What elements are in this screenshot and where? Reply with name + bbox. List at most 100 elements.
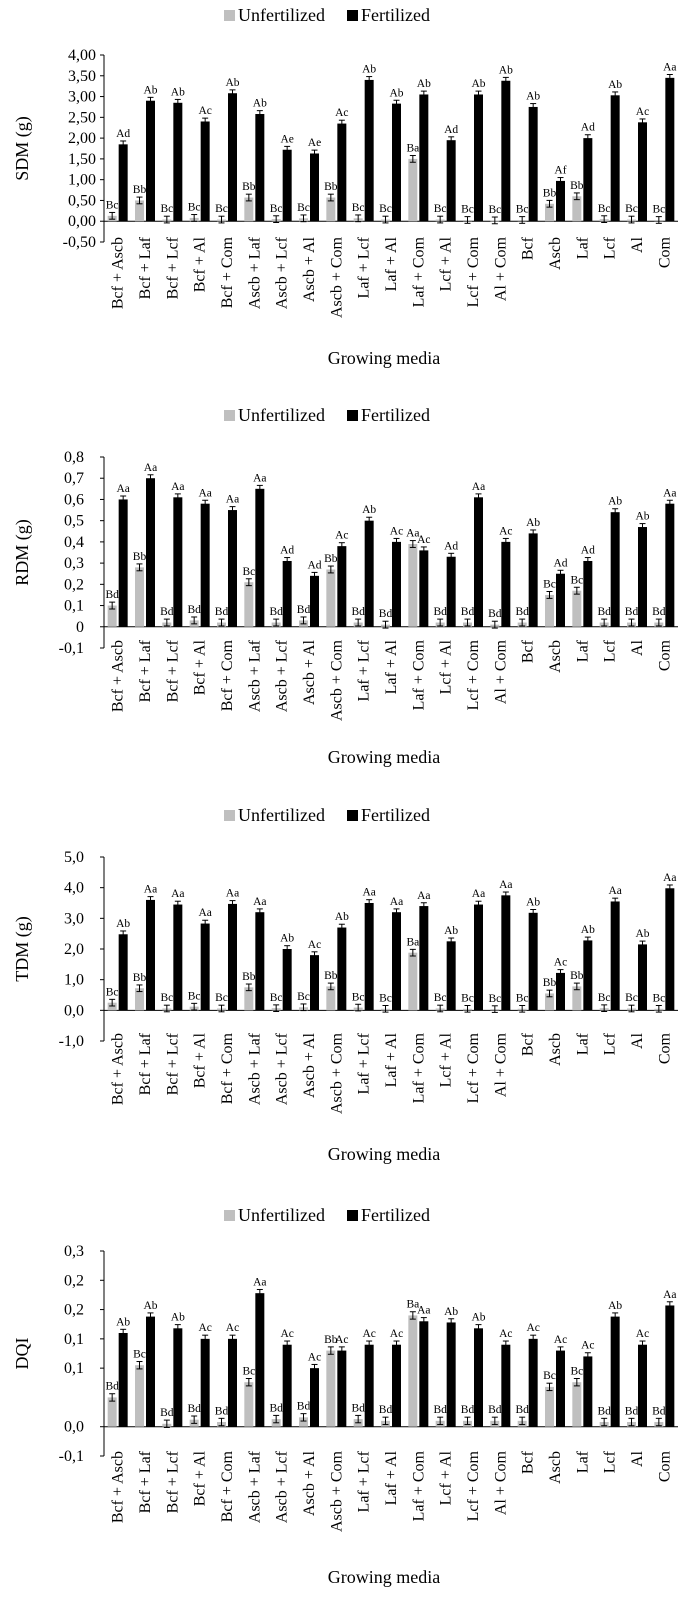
data-label: Bb bbox=[543, 187, 557, 199]
y-tick-label: -0,50 bbox=[63, 234, 96, 251]
chart-panel-tdmg: Unfertilized Fertilized 5,0 4,0 3,0 2,0 1,0 0,0… bbox=[12, 805, 678, 1164]
category-label: Bcf bbox=[520, 1032, 537, 1056]
bar-unfertilized-18 bbox=[572, 986, 582, 1011]
data-label: Bd bbox=[187, 604, 201, 616]
bar-fertilized-19 bbox=[610, 512, 620, 627]
y-tick-label: 0,1 bbox=[64, 1360, 84, 1377]
category-label: Ascb bbox=[547, 640, 564, 673]
chart-panel-rdmg: Unfertilized Fertilized 0,8 0,7 0,6 0,5 0,4 0,3… bbox=[12, 405, 678, 767]
data-label: Aa bbox=[226, 888, 239, 900]
bar-fertilized-6 bbox=[255, 114, 265, 222]
data-label: Bb bbox=[324, 970, 338, 982]
x-axis-title: Growing media bbox=[328, 1144, 440, 1164]
y-tick-label: 0,2 bbox=[64, 576, 84, 593]
bar-fertilized-13 bbox=[446, 556, 456, 627]
data-label: Ac bbox=[280, 1328, 293, 1340]
category-label: Lcf + Al bbox=[438, 1032, 455, 1087]
bar-fertilized-9 bbox=[337, 123, 347, 222]
category-label: Bcf + Laf bbox=[137, 1032, 154, 1095]
data-label: Bc bbox=[379, 203, 392, 215]
data-label: Ac bbox=[581, 1340, 594, 1352]
legend-swatch-fertilized bbox=[347, 1210, 358, 1221]
y-axis-title: RDM (g) bbox=[12, 519, 33, 586]
data-label: Aa bbox=[253, 1276, 266, 1288]
category-label: Bcf bbox=[520, 639, 537, 663]
bar-fertilized-10 bbox=[364, 520, 374, 627]
y-tick-label: 1,00 bbox=[68, 172, 96, 189]
legend-swatch-fertilized bbox=[347, 10, 358, 21]
category-label: Ascb + Laf bbox=[246, 1450, 263, 1523]
data-label: Bd bbox=[433, 606, 447, 618]
data-label: Bc bbox=[488, 204, 501, 216]
bar-fertilized-17 bbox=[556, 1350, 565, 1427]
legend-label-unfertilized: Unfertilized bbox=[238, 1205, 325, 1225]
category-label: Al bbox=[629, 1450, 646, 1467]
bar-fertilized-15 bbox=[501, 80, 511, 222]
data-label: Bc bbox=[652, 992, 665, 1004]
category-label: Lcf + Al bbox=[438, 1450, 455, 1505]
data-label: Aa bbox=[198, 907, 211, 919]
bar-fertilized-17 bbox=[556, 573, 565, 627]
y-tick-label: 3,00 bbox=[68, 89, 96, 106]
bar-fertilized-1 bbox=[118, 499, 128, 627]
legend-label-fertilized: Fertilized bbox=[361, 1205, 430, 1225]
data-label: Ab bbox=[499, 64, 513, 76]
data-label: Bc bbox=[160, 203, 173, 215]
category-label: Bcf + Ascb bbox=[110, 237, 127, 309]
data-label: Ba bbox=[406, 143, 419, 155]
bar-fertilized-20 bbox=[638, 1344, 647, 1427]
data-label: Bc bbox=[543, 1370, 556, 1382]
y-tick-label: -0,1 bbox=[59, 640, 84, 657]
data-label: Ab bbox=[526, 897, 540, 909]
category-label: Bcf + Lcf bbox=[164, 236, 181, 299]
legend-swatch-unfertilized bbox=[224, 810, 235, 821]
bar-fertilized-9 bbox=[337, 1350, 347, 1427]
category-label: Bcf bbox=[520, 1450, 537, 1474]
data-label: Ab bbox=[116, 1316, 130, 1328]
legend-label-fertilized: Fertilized bbox=[361, 805, 430, 825]
data-label: Ab bbox=[417, 78, 431, 90]
bar-unfertilized-1 bbox=[107, 1002, 117, 1011]
bar-unfertilized-6 bbox=[244, 987, 254, 1011]
bar-fertilized-16 bbox=[528, 912, 538, 1011]
category-label: Ascb + Al bbox=[301, 1450, 318, 1516]
category-label: Com bbox=[656, 1032, 673, 1064]
data-label: Bd bbox=[297, 1401, 311, 1413]
bar-fertilized-12 bbox=[419, 550, 429, 627]
category-label: Ascb + Com bbox=[328, 1450, 345, 1532]
bar-unfertilized-17 bbox=[545, 594, 554, 627]
legend-swatch-unfertilized bbox=[224, 10, 235, 21]
data-label: Aa bbox=[198, 487, 211, 499]
y-tick-label: 0,0 bbox=[64, 1419, 84, 1436]
data-label: Bc bbox=[270, 203, 283, 215]
data-label: Aa bbox=[253, 896, 266, 908]
bar-fertilized-8 bbox=[310, 153, 319, 222]
bar-fertilized-12 bbox=[419, 906, 429, 1011]
category-label: Bcf + Laf bbox=[137, 236, 154, 299]
bar-fertilized-4 bbox=[200, 1338, 210, 1427]
bar-fertilized-4 bbox=[200, 121, 210, 222]
category-label: Bcf + Laf bbox=[137, 639, 154, 702]
bar-fertilized-7 bbox=[282, 149, 292, 222]
legend-swatch-fertilized bbox=[347, 810, 358, 821]
bar-unfertilized-9 bbox=[326, 197, 336, 222]
category-label: Laf + Al bbox=[383, 1032, 400, 1087]
data-label: Bd bbox=[351, 1402, 365, 1414]
bar-fertilized-10 bbox=[364, 903, 374, 1011]
data-label: Bc bbox=[215, 992, 228, 1004]
data-label: Bc bbox=[516, 992, 529, 1004]
data-label: Bc bbox=[215, 203, 228, 215]
bar-fertilized-3 bbox=[173, 497, 183, 627]
bar-fertilized-7 bbox=[282, 560, 292, 627]
category-label: Al + Com bbox=[492, 1032, 509, 1097]
bar-unfertilized-2 bbox=[135, 1365, 144, 1427]
data-label: Ad bbox=[444, 124, 458, 136]
data-label: Ab bbox=[116, 918, 130, 930]
category-label: Laf + Com bbox=[410, 1450, 427, 1521]
category-label: Laf + Com bbox=[410, 236, 427, 307]
data-label: Ad bbox=[280, 545, 294, 557]
bar-fertilized-7 bbox=[282, 949, 292, 1011]
data-label: Ae bbox=[280, 133, 293, 145]
data-label: Aa bbox=[406, 528, 419, 540]
category-label: Ascb + Laf bbox=[246, 236, 263, 309]
